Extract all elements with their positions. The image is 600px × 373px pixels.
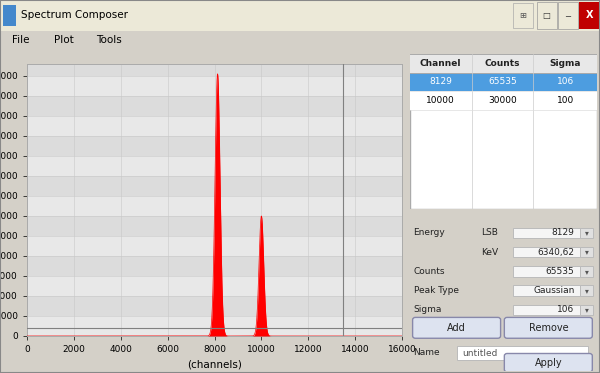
Bar <box>513 3 533 28</box>
Bar <box>580 285 593 296</box>
Text: Counts: Counts <box>485 59 520 68</box>
Text: 65535: 65535 <box>546 267 575 276</box>
Bar <box>410 54 597 73</box>
Bar <box>27 176 402 196</box>
Text: ─: ─ <box>565 11 570 20</box>
Bar <box>27 296 402 316</box>
Text: ▾: ▾ <box>585 305 589 314</box>
Text: KeV: KeV <box>481 248 498 257</box>
Text: Sigma: Sigma <box>413 305 442 314</box>
Text: ⊞: ⊞ <box>519 11 526 20</box>
Text: Peak Type: Peak Type <box>413 286 458 295</box>
Text: ▾: ▾ <box>585 248 589 257</box>
Bar <box>27 156 402 176</box>
X-axis label: (channels): (channels) <box>187 360 242 370</box>
Text: ▾: ▾ <box>585 286 589 295</box>
Bar <box>27 196 402 216</box>
Text: Energy: Energy <box>413 228 445 237</box>
Text: X: X <box>586 10 593 20</box>
Bar <box>3 4 16 26</box>
Text: ▾: ▾ <box>585 267 589 276</box>
Text: Sigma: Sigma <box>550 59 581 68</box>
Text: Apply: Apply <box>535 358 562 368</box>
Bar <box>579 1 600 29</box>
FancyBboxPatch shape <box>505 354 592 372</box>
Text: Name: Name <box>413 348 440 357</box>
Text: 65535: 65535 <box>488 78 517 87</box>
Bar <box>513 228 580 238</box>
Bar <box>27 136 402 156</box>
Text: LSB: LSB <box>481 228 498 237</box>
Text: Spectrum Composer: Spectrum Composer <box>21 10 128 20</box>
Text: Plot: Plot <box>54 35 74 46</box>
Text: Remove: Remove <box>529 323 568 333</box>
Text: 8129: 8129 <box>429 78 452 87</box>
Bar <box>27 256 402 276</box>
Bar <box>457 346 587 360</box>
Text: Add: Add <box>447 323 466 333</box>
Bar <box>27 116 402 136</box>
Bar <box>580 228 593 238</box>
Bar <box>580 305 593 315</box>
Bar <box>27 276 402 296</box>
Bar <box>513 266 580 276</box>
Bar <box>27 236 402 256</box>
Bar <box>27 316 402 336</box>
Bar <box>410 91 597 110</box>
Bar <box>27 76 402 96</box>
Text: 100: 100 <box>557 96 574 105</box>
Bar <box>580 266 593 276</box>
Text: 106: 106 <box>557 305 575 314</box>
Bar <box>537 1 557 29</box>
FancyBboxPatch shape <box>413 317 500 338</box>
Text: 6340,62: 6340,62 <box>538 248 575 257</box>
Bar <box>27 216 402 236</box>
Bar <box>580 247 593 257</box>
Text: 10000: 10000 <box>427 96 455 105</box>
Text: Counts: Counts <box>413 267 445 276</box>
Bar <box>513 247 580 257</box>
Bar <box>410 73 597 91</box>
Bar <box>27 96 402 116</box>
Bar <box>513 285 580 296</box>
Text: Tools: Tools <box>96 35 122 46</box>
Text: untitled: untitled <box>462 349 497 358</box>
Text: □: □ <box>542 11 551 20</box>
Text: Channel: Channel <box>420 59 461 68</box>
Text: 30000: 30000 <box>488 96 517 105</box>
Text: Gaussian: Gaussian <box>533 286 575 295</box>
Text: ▾: ▾ <box>585 228 589 237</box>
Bar <box>513 305 580 315</box>
Text: 8129: 8129 <box>551 228 575 237</box>
Text: File: File <box>12 35 29 46</box>
Text: 106: 106 <box>557 78 574 87</box>
FancyBboxPatch shape <box>505 317 592 338</box>
Bar <box>558 1 578 29</box>
